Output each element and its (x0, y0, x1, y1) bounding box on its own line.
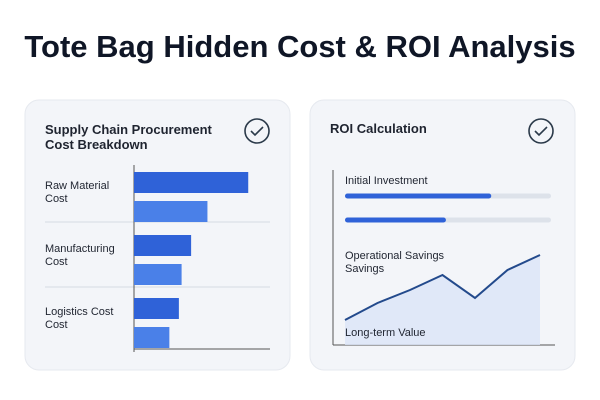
bar (134, 172, 249, 193)
line (344, 254, 541, 321)
category-label: Raw Material Cost (45, 180, 110, 205)
line-label: Operational Savings Savings (345, 250, 445, 275)
check-icon (534, 126, 548, 137)
bar (134, 201, 208, 222)
category-label: Logistics Cost Cost (45, 306, 114, 331)
category-label: Manufacturing Cost (45, 243, 115, 268)
card-title: ROI Calculation (330, 121, 427, 136)
check-icon (250, 126, 264, 137)
check-icon (244, 118, 270, 144)
area (345, 255, 540, 345)
page-title: Tote Bag Hidden Cost & ROI Analysis (24, 29, 576, 64)
progress-label: Initial Investment (345, 175, 428, 187)
progress-bar (345, 217, 446, 223)
check-icon (528, 118, 554, 144)
progress-bar (345, 193, 492, 199)
line-bottom-label: Long-term Value (345, 327, 426, 339)
bar (134, 235, 192, 256)
bar (134, 264, 182, 285)
bar (134, 327, 170, 348)
bar (134, 298, 179, 319)
card-title: Supply Chain Procurement Cost Breakdown (45, 122, 212, 152)
